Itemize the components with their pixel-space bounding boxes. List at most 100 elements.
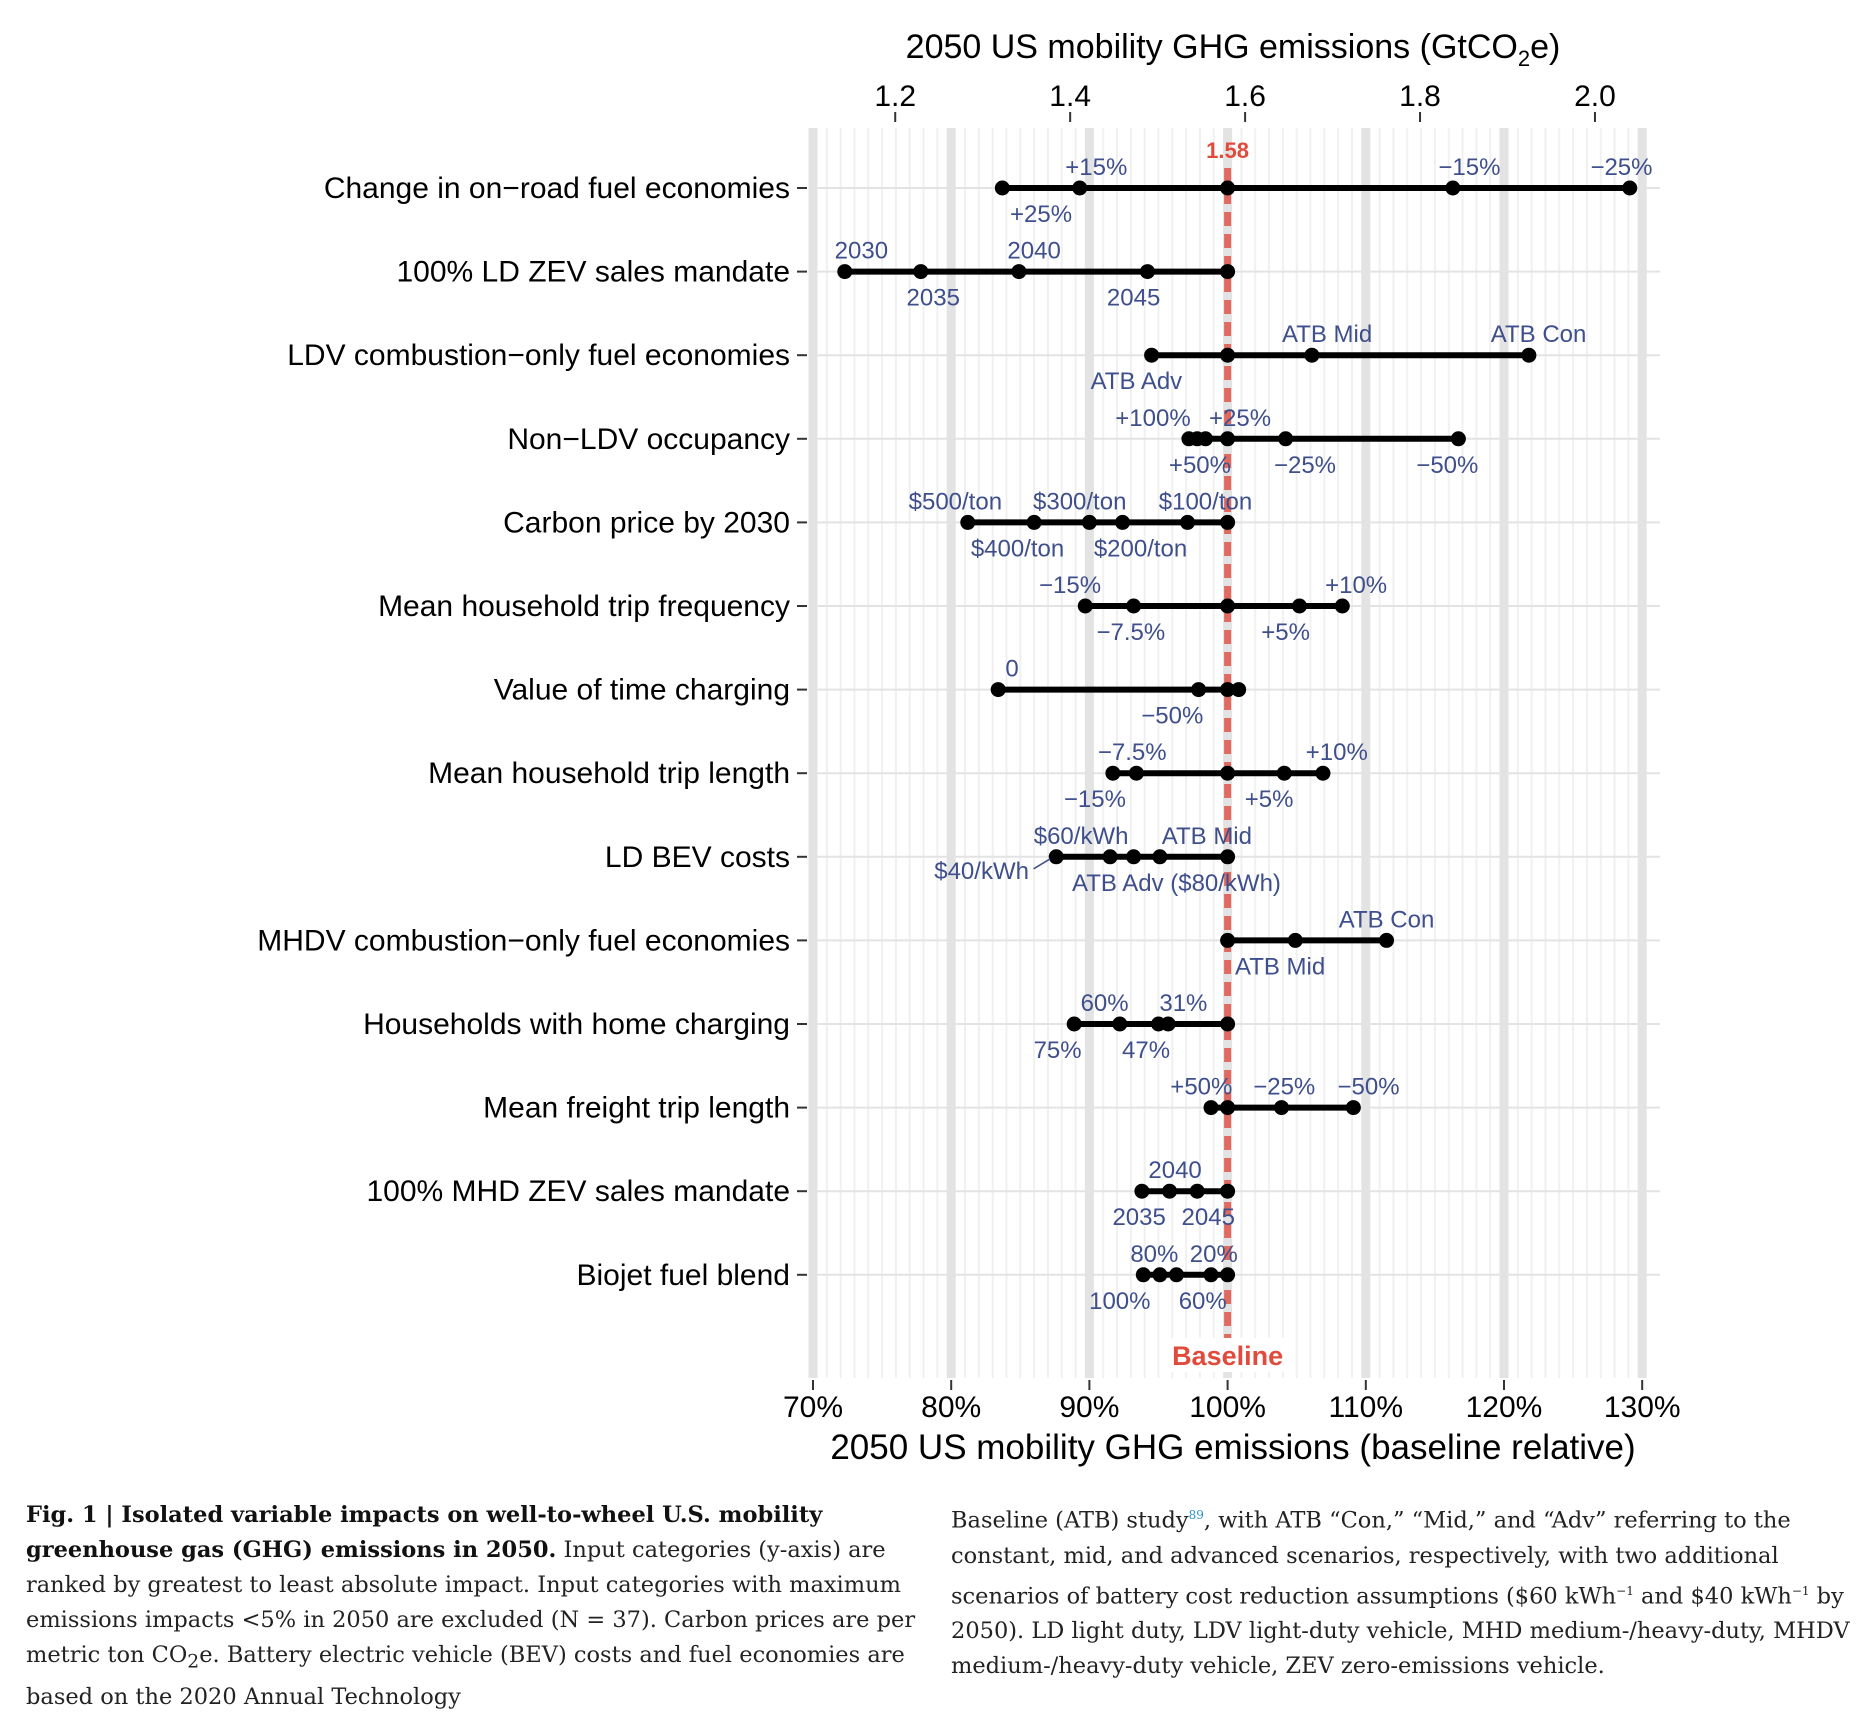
data-point — [1220, 180, 1236, 196]
point-annotation: −7.5% — [1098, 739, 1167, 766]
point-annotation: +100% — [1115, 405, 1190, 432]
data-point — [960, 514, 976, 530]
category-label: Change in on−road fuel economies — [324, 172, 790, 205]
point-annotation: 100% — [1089, 1288, 1150, 1315]
point-annotation: +50% — [1170, 1074, 1232, 1101]
point-annotation: $100/ton — [1159, 488, 1252, 515]
category-label: Mean household trip frequency — [378, 590, 790, 623]
caption-right-column: Baseline (ATB) study89, with ATB “Con,” … — [951, 1498, 1851, 1680]
bottom-tick-label: 90% — [1059, 1391, 1119, 1424]
data-point — [1220, 932, 1236, 948]
data-point — [1273, 1100, 1289, 1116]
point-annotation: ATB Mid — [1162, 823, 1252, 850]
point-annotation: −25% — [1590, 154, 1652, 181]
point-annotation: 0 — [1005, 656, 1018, 683]
point-annotation: +10% — [1306, 739, 1368, 766]
data-point — [1276, 765, 1292, 781]
category-row: 100% MHD ZEV sales mandate 2040 2035 2045 — [366, 1157, 1236, 1231]
data-point — [1102, 849, 1118, 865]
category-row: LDV combustion−only fuel economies ATB Mi… — [287, 321, 1586, 395]
data-point — [1334, 598, 1350, 614]
annotation-leader-line — [1033, 858, 1051, 870]
data-point — [1152, 1267, 1168, 1283]
data-point — [1115, 514, 1131, 530]
caption-left-text: Input categories (y-axis) are ranked by … — [26, 1537, 916, 1668]
point-annotation: 2045 — [1182, 1204, 1235, 1231]
figure-caption: Fig. 1 | Isolated variable impacts on we… — [26, 1498, 1851, 1710]
data-point — [1139, 264, 1155, 280]
category-row: Value of time charging 0 −50% — [494, 656, 1247, 730]
data-point — [1220, 1183, 1236, 1199]
point-annotation: +25% — [1010, 201, 1072, 228]
category-label: LD BEV costs — [605, 841, 790, 874]
point-annotation: −25% — [1274, 452, 1336, 479]
point-annotation: −25% — [1253, 1074, 1315, 1101]
data-point — [1126, 849, 1142, 865]
citation-link[interactable]: 89 — [1188, 1508, 1204, 1522]
data-point — [1231, 682, 1247, 698]
data-point — [1081, 514, 1097, 530]
point-annotation: 47% — [1122, 1037, 1170, 1064]
point-annotation: 31% — [1159, 990, 1207, 1017]
category-row: Mean household trip length −7.5% −15% +5% +1… — [428, 739, 1368, 813]
data-point — [1203, 1100, 1219, 1116]
point-annotation: ATB Con — [1491, 321, 1587, 348]
data-point — [1128, 765, 1144, 781]
data-point — [990, 682, 1006, 698]
caption-right-superscript-1: −1 — [1616, 1583, 1634, 1598]
point-annotation: +25% — [1209, 405, 1271, 432]
data-point — [1521, 347, 1537, 363]
data-point — [994, 180, 1010, 196]
data-point — [837, 264, 853, 280]
top-axis-title: 2050 US mobility GHG emissions (GtCO2e) — [906, 28, 1561, 71]
data-point — [1203, 1267, 1219, 1283]
point-annotation: ATB Adv ($80/kWh) — [1072, 870, 1281, 897]
category-row: Change in on−road fuel economies +15% +25%… — [324, 154, 1653, 228]
top-tick-label: 1.2 — [874, 80, 916, 113]
data-point — [1220, 431, 1236, 447]
bottom-tick-label: 100% — [1189, 1391, 1266, 1424]
point-annotation: 60% — [1179, 1288, 1227, 1315]
data-point — [1220, 849, 1236, 865]
data-point — [913, 264, 929, 280]
bottom-axis-title: 2050 US mobility GHG emissions (baseline… — [830, 1428, 1635, 1467]
data-point — [1066, 1016, 1082, 1032]
point-annotation: 2035 — [907, 285, 960, 312]
top-tick-label: 1.8 — [1399, 80, 1441, 113]
category-row: MHDV combustion−only fuel economies ATB C… — [257, 906, 1434, 980]
point-annotation: 20% — [1190, 1241, 1238, 1268]
category-label: Value of time charging — [494, 674, 790, 707]
data-point — [1105, 765, 1121, 781]
baseline-label-background — [1161, 1338, 1294, 1372]
baseline-label: Baseline — [1172, 1341, 1283, 1371]
category-row: Households with home charging 60% 31% 75% 47… — [363, 990, 1236, 1064]
data-point — [1152, 849, 1168, 865]
data-point — [1135, 1267, 1151, 1283]
point-annotation: −50% — [1416, 452, 1478, 479]
point-annotation: +5% — [1245, 786, 1294, 813]
caption-left-subscript: 2 — [187, 1651, 200, 1673]
point-annotation: $200/ton — [1094, 535, 1187, 562]
category-label: MHDV combustion−only fuel economies — [257, 924, 790, 957]
point-annotation: +15% — [1065, 154, 1127, 181]
category-label: Mean freight trip length — [483, 1092, 790, 1125]
data-point — [1291, 598, 1307, 614]
point-annotation: $500/ton — [909, 488, 1002, 515]
point-annotation: −50% — [1338, 1074, 1400, 1101]
data-point — [1220, 598, 1236, 614]
point-annotation: $40/kWh — [934, 858, 1029, 885]
data-point — [1220, 264, 1236, 280]
point-annotation: 80% — [1130, 1241, 1178, 1268]
data-point — [1026, 514, 1042, 530]
data-point — [1160, 1016, 1176, 1032]
category-label: 100% LD ZEV sales mandate — [396, 256, 790, 289]
point-annotation: $60/kWh — [1034, 823, 1129, 850]
category-label: 100% MHD ZEV sales mandate — [366, 1175, 790, 1208]
caption-right-pre: Baseline (ATB) study — [951, 1507, 1189, 1534]
data-point — [1191, 682, 1207, 698]
data-point — [1278, 431, 1294, 447]
category-row: Mean freight trip length +50% −25% −50% — [483, 1074, 1399, 1125]
point-annotation: ATB Con — [1339, 906, 1435, 933]
category-label: Non−LDV occupancy — [507, 423, 790, 456]
data-point — [1345, 1100, 1361, 1116]
